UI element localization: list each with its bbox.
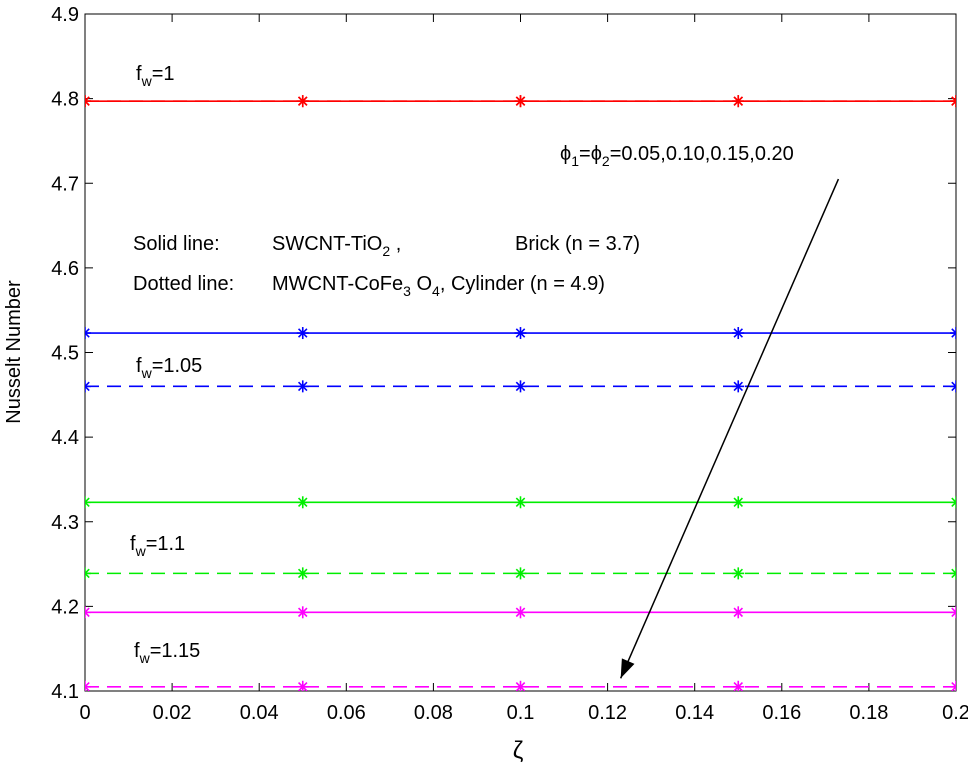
y-tick-label: 4.2	[51, 596, 79, 618]
y-tick-label: 4.5	[51, 343, 79, 365]
phi-arrow	[619, 178, 840, 679]
y-tick-label: 4.7	[51, 173, 79, 195]
data-point-marker	[950, 95, 956, 108]
data-point-marker	[950, 327, 956, 340]
legend-solid-shape: Brick (n = 3.7)	[515, 233, 640, 255]
y-tick-label: 4.4	[51, 427, 79, 449]
legend-solid-material: SWCNT-TiO2 ,	[272, 233, 401, 259]
data-point-marker	[950, 380, 956, 393]
data-point-marker	[514, 567, 527, 580]
data-point-marker	[950, 606, 956, 619]
x-tick-label: 0.08	[414, 702, 453, 724]
label-fw-1-15: fw=1.15	[134, 640, 200, 666]
data-point-marker	[732, 567, 745, 580]
data-point-marker	[732, 496, 745, 509]
data-point-marker	[732, 327, 745, 340]
x-tick-label: 0	[79, 702, 90, 724]
data-point-marker	[85, 380, 91, 393]
data-point-marker	[514, 496, 527, 509]
y-tick-label: 4.3	[51, 512, 79, 534]
x-axis-label: ζ	[513, 737, 524, 764]
label-fw-1-05: fw=1.05	[136, 355, 202, 381]
y-tick-label: 4.6	[51, 258, 79, 280]
y-axis-label: Nusselt Number	[3, 280, 25, 424]
data-point-marker	[514, 327, 527, 340]
data-point-marker	[296, 606, 309, 619]
data-point-marker	[732, 380, 745, 393]
data-point-marker	[950, 496, 956, 509]
data-point-marker	[296, 380, 309, 393]
data-point-marker	[296, 680, 309, 691]
data-point-marker	[514, 380, 527, 393]
data-point-marker	[85, 680, 91, 691]
data-point-marker	[732, 95, 745, 108]
x-tick-label: 0.1	[507, 702, 535, 724]
data-point-marker	[85, 567, 91, 580]
data-point-marker	[296, 327, 309, 340]
data-point-marker	[514, 606, 527, 619]
label-fw-1-1: fw=1.1	[130, 533, 185, 559]
series-layer	[85, 95, 956, 691]
x-tick-label: 0.04	[240, 702, 279, 724]
legend-dotted-material: MWCNT-CoFe3 O4, Cylinder (n = 4.9)	[272, 273, 605, 299]
phi-annotation: ϕ1=ϕ2=0.05,0.10,0.15,0.20	[560, 143, 794, 169]
arrow-shaft	[619, 178, 840, 679]
x-tick-label: 0.14	[675, 702, 714, 724]
data-point-marker	[296, 567, 309, 580]
data-point-marker	[732, 606, 745, 619]
plot-area	[84, 13, 957, 692]
data-point-marker	[732, 680, 745, 691]
x-tick-label: 0.06	[327, 702, 366, 724]
data-point-marker	[950, 680, 956, 691]
data-point-marker	[296, 95, 309, 108]
data-point-marker	[950, 567, 956, 580]
x-tick-label: 0.02	[153, 702, 192, 724]
data-point-marker	[85, 327, 91, 340]
label-fw-1: fw=1	[136, 63, 175, 89]
data-point-marker	[514, 95, 527, 108]
y-tick-label: 4.9	[51, 4, 79, 26]
data-point-marker	[85, 95, 91, 108]
data-point-marker	[514, 680, 527, 691]
x-tick-label: 0.16	[762, 702, 801, 724]
data-point-marker	[85, 496, 91, 509]
x-tick-label: 0.18	[849, 702, 888, 724]
y-tick-label: 4.1	[51, 681, 79, 703]
y-tick-label: 4.8	[51, 89, 79, 111]
x-tick-label: 0.12	[588, 702, 627, 724]
axis-ticks: 0 0.02 0.04 0.06 0.08 0.1 0.12 0.14 0.16 0.18 0.2 4…	[51, 4, 968, 724]
arrow-head	[620, 658, 635, 679]
data-point-marker	[296, 496, 309, 509]
data-point-marker	[85, 606, 91, 619]
x-tick-label: 0.2	[942, 702, 968, 724]
legend-dotted-label: Dotted line:	[133, 273, 234, 295]
legend-solid-label: Solid line:	[133, 233, 220, 255]
